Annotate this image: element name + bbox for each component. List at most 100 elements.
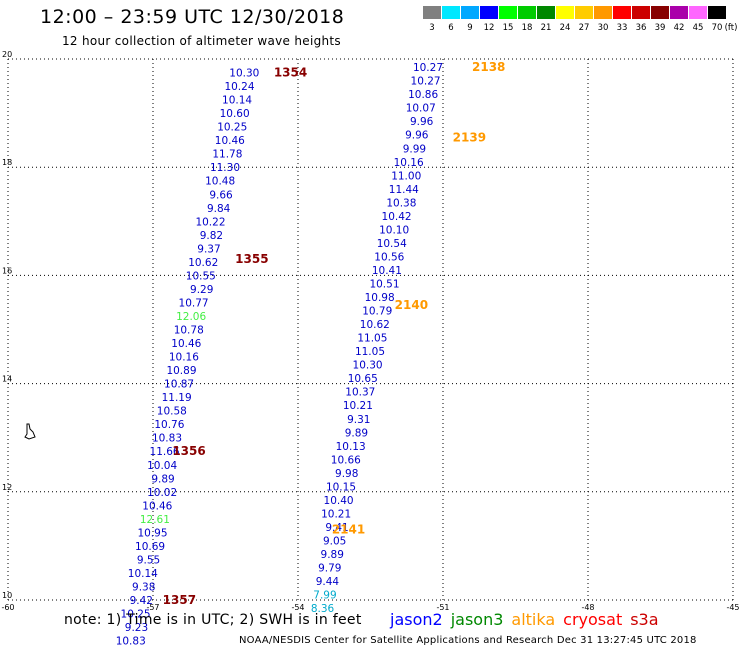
colorbar-tick-label: 9 xyxy=(467,23,473,33)
x-tick-label: -48 xyxy=(581,603,594,612)
colorbar-tick-label: 12 xyxy=(483,23,495,33)
y-tick-label: 18 xyxy=(2,158,12,167)
wave-height-label: 9.99 xyxy=(403,143,426,155)
wave-height-label: 9.41 xyxy=(325,522,348,534)
wave-height-label: 10.79 xyxy=(362,306,392,318)
page-title: 12:00 – 23:59 UTC 12/30/2018 xyxy=(40,6,345,28)
wave-height-label: 7.99 xyxy=(313,590,336,602)
wave-height-label: 9.96 xyxy=(410,116,434,128)
wave-height-label: 9.37 xyxy=(197,243,220,255)
x-tick-label: -45 xyxy=(726,603,739,612)
colorbar-cell xyxy=(537,6,555,19)
wave-height-label: 10.89 xyxy=(166,365,196,377)
wave-height-label: 10.41 xyxy=(372,265,402,277)
x-tick-label: -54 xyxy=(291,603,304,612)
wave-height-label: 11.78 xyxy=(212,149,242,161)
colorbar-cell xyxy=(689,6,707,19)
wave-height-label: 10.14 xyxy=(222,95,252,107)
colorbar-cell xyxy=(594,6,612,19)
wave-height-label: 10.76 xyxy=(154,419,184,431)
wave-height-label: 9.55 xyxy=(137,554,160,566)
x-tick-label: -57 xyxy=(146,603,159,612)
wave-height-label: 10.65 xyxy=(348,373,378,385)
wave-height-label: 10.16 xyxy=(169,352,199,364)
wave-height-label: 12.61 xyxy=(140,514,170,526)
colorbar-cell xyxy=(442,6,460,19)
wave-height-label: 10.21 xyxy=(321,508,351,520)
colorbar-tick-label: 45 xyxy=(692,23,704,33)
legend-item-jason2: jason2 xyxy=(390,610,443,629)
colorbar-tick-label: 15 xyxy=(502,23,514,33)
wave-height-label: 10.25 xyxy=(217,122,247,134)
wave-height-label: 10.83 xyxy=(116,636,146,648)
colorbar-tick-label: 39 xyxy=(654,23,666,33)
wave-height-label: 10.27 xyxy=(411,76,441,88)
colorbar-tick-label: 24 xyxy=(559,23,571,33)
colorbar-tick-label: 6 xyxy=(448,23,454,33)
wave-height-label: 10.58 xyxy=(157,406,187,418)
wave-height-label: 10.95 xyxy=(137,527,167,539)
wave-height-label: 9.98 xyxy=(335,468,358,480)
colorbar-cell xyxy=(651,6,669,19)
wave-height-label: 11.19 xyxy=(162,392,192,404)
pass-time-label: 1355 xyxy=(235,252,268,266)
wave-height-label: 10.42 xyxy=(382,211,412,223)
wave-height-label: 10.56 xyxy=(374,251,404,263)
colorbar-cell xyxy=(480,6,498,19)
wave-height-label: 9.29 xyxy=(190,284,213,296)
wave-height-label: 9.89 xyxy=(151,473,174,485)
wave-height-label: 10.86 xyxy=(408,89,438,101)
wave-height-label: 10.04 xyxy=(147,460,177,472)
wave-height-label: 10.10 xyxy=(379,224,409,236)
colorbar-cell xyxy=(461,6,479,19)
wave-height-label: 9.82 xyxy=(200,230,223,242)
wave-height-label: 10.83 xyxy=(152,433,182,445)
wave-height-label: 10.46 xyxy=(142,500,172,512)
colorbar-tick-label: 36 xyxy=(635,23,647,33)
wave-height-label: 10.13 xyxy=(336,441,366,453)
colorbar-cell xyxy=(708,6,726,19)
footer-note: note: 1) Time is in UTC; 2) SWH is in fe… xyxy=(64,612,362,628)
wave-height-label: 11.05 xyxy=(357,333,387,345)
pass-time-label: 2138 xyxy=(472,60,505,74)
wave-height-label: 10.38 xyxy=(386,197,416,209)
wave-height-label: 10.62 xyxy=(360,319,390,331)
colorbar-cell xyxy=(613,6,631,19)
colorbar-tick-label: 21 xyxy=(540,23,552,33)
y-tick-label: 10 xyxy=(2,591,12,600)
wave-height-label: 10.46 xyxy=(215,135,245,147)
wave-height-label: 10.25 xyxy=(121,609,151,621)
colorbar-tick-label: 18 xyxy=(521,23,533,33)
pass-time-label: 2141 xyxy=(332,523,365,537)
wave-height-label: 10.77 xyxy=(179,297,209,309)
colorbar-cell xyxy=(499,6,517,19)
wave-height-label: 9.44 xyxy=(316,576,340,588)
colorbar-cell xyxy=(423,6,441,19)
footer-credit: NOAA/NESDIS Center for Satellite Applica… xyxy=(239,635,697,646)
wave-height-label: 10.60 xyxy=(220,108,250,120)
wave-height-label: 10.51 xyxy=(369,279,399,291)
colorbar-tick-label: 42 xyxy=(673,23,685,33)
pass-time-label: 2140 xyxy=(395,298,428,312)
wave-height-label: 10.66 xyxy=(331,454,361,466)
wave-height-label: 9.31 xyxy=(347,414,370,426)
wave-height-label: 10.27 xyxy=(413,62,443,74)
page-subtitle: 12 hour collection of altimeter wave hei… xyxy=(62,34,341,48)
colorbar-cell xyxy=(556,6,574,19)
legend-item-altika: altika xyxy=(511,610,556,629)
wave-height-label: 9.89 xyxy=(321,549,344,561)
wave-height-label: 9.05 xyxy=(323,535,346,547)
wave-height-label: 10.22 xyxy=(195,216,225,228)
wave-height-label: 10.54 xyxy=(377,238,407,250)
wave-height-label: 10.24 xyxy=(224,81,254,93)
pass-time-label: 2139 xyxy=(453,130,486,144)
colorbar-unit: (ft) xyxy=(724,23,738,33)
wave-height-label: 10.16 xyxy=(394,157,424,169)
wave-height-label: 11.44 xyxy=(389,184,419,196)
x-tick-label: -51 xyxy=(436,603,449,612)
satellite-legend: jason2 jason3 altika cryosat s3a xyxy=(390,610,667,629)
wave-height-label: 10.69 xyxy=(135,541,165,553)
wave-height-label: 10.37 xyxy=(345,387,375,399)
wave-height-label: 9.42 xyxy=(130,595,153,607)
